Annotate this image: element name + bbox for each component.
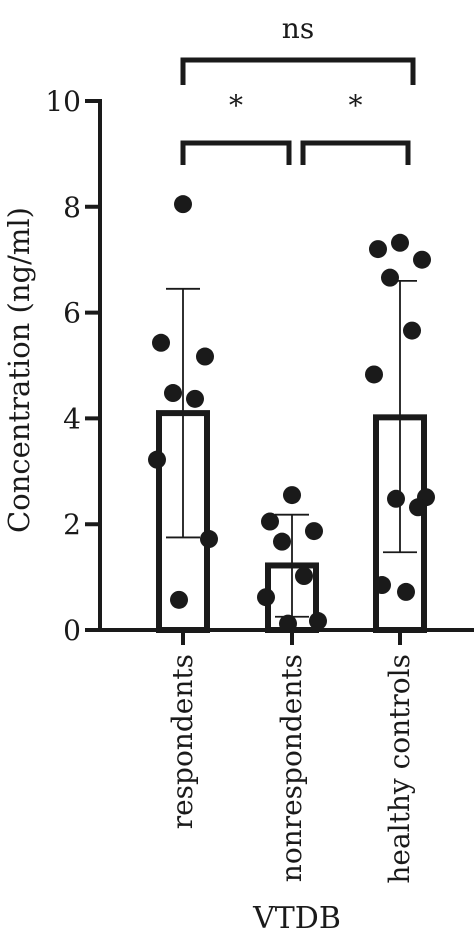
data-point-1-0 <box>283 486 301 505</box>
significance-label-0: * <box>229 89 243 122</box>
data-point-0-0 <box>174 195 192 214</box>
data-point-2-5 <box>365 365 383 384</box>
data-point-0-5 <box>148 450 166 469</box>
data-point-2-9 <box>373 576 391 595</box>
significance-bracket-0 <box>180 140 292 165</box>
axes-group: 0 2 4 6 8 10 respondents nonrespondents healthy … <box>45 85 474 884</box>
data-point-2-3 <box>381 268 399 287</box>
data-point-1-3 <box>273 532 291 551</box>
data-point-1-4 <box>295 567 313 586</box>
data-point-2-10 <box>397 582 415 601</box>
y-tick-label-5: 10 <box>45 85 81 118</box>
data-point-2-2 <box>413 250 431 269</box>
y-tick-label-0: 0 <box>63 614 81 647</box>
data-point-2-0 <box>391 233 409 252</box>
data-point-0-2 <box>196 347 214 366</box>
y-tick-label-4: 8 <box>63 191 81 224</box>
y-tick-label-2: 4 <box>63 402 81 435</box>
data-point-0-3 <box>164 384 182 403</box>
x-axis-label: VTDB <box>252 901 341 936</box>
points-group <box>148 195 435 633</box>
x-tick-label-1: nonrespondents <box>275 654 308 882</box>
significance-label-2: ns <box>282 12 314 45</box>
data-point-1-1 <box>261 512 279 531</box>
data-point-1-2 <box>305 522 323 541</box>
significance-bracket-1 <box>300 140 411 165</box>
data-point-0-1 <box>152 333 170 352</box>
data-point-0-4 <box>186 389 204 408</box>
data-point-2-4 <box>403 321 421 340</box>
significance-bracket-2 <box>180 57 416 85</box>
x-tick-label-0: respondents <box>166 654 199 829</box>
data-point-0-7 <box>170 590 188 609</box>
data-point-0-6 <box>200 530 218 549</box>
significance-label-1: * <box>349 89 363 122</box>
data-point-2-7 <box>387 489 405 508</box>
x-tick-label-2: healthy controls <box>383 654 416 884</box>
data-point-2-1 <box>369 240 387 259</box>
data-point-1-5 <box>257 588 275 607</box>
y-tick-label-1: 2 <box>63 508 81 541</box>
y-axis-label: Concentration (ng/ml) <box>2 207 36 533</box>
data-point-1-6 <box>309 612 327 631</box>
y-tick-label-3: 6 <box>63 297 81 330</box>
significance-group: * * ns <box>180 12 416 165</box>
data-point-2-8 <box>409 498 427 517</box>
